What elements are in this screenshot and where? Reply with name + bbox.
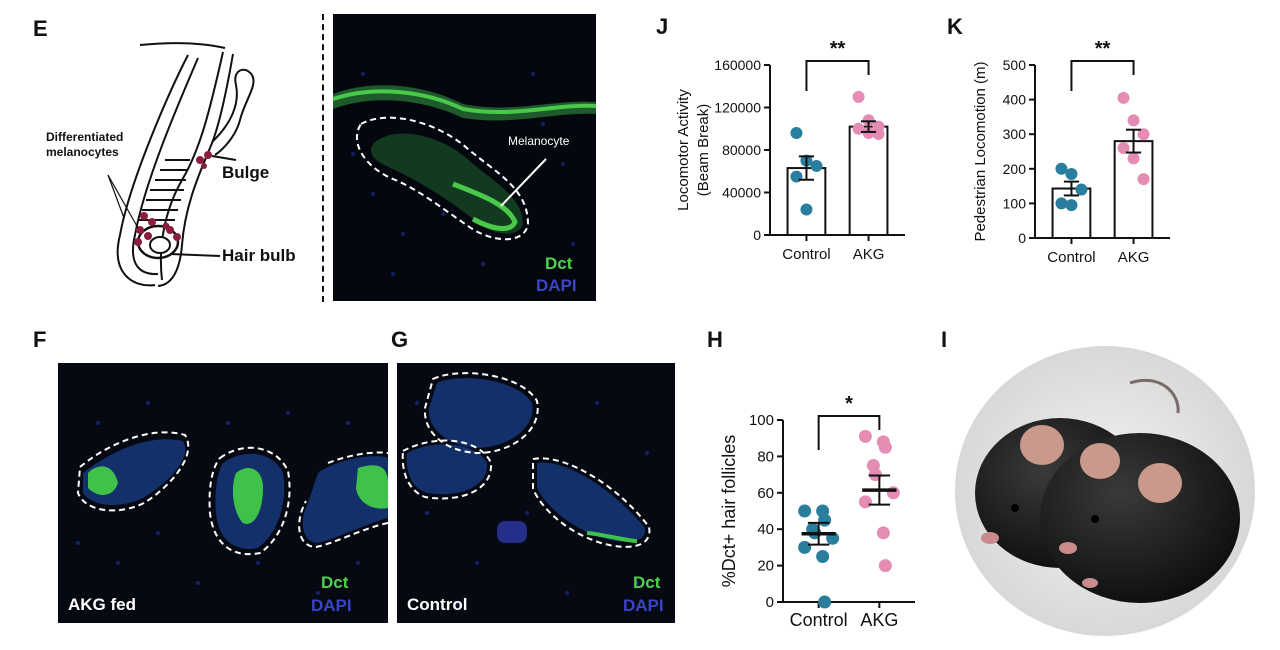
chart-h-significance-label: * [845,393,853,415]
chart-j-ytick-label: 160000 [714,57,761,73]
chart-k-data-point [1127,114,1140,127]
chart-h-data-point [798,504,812,518]
chart-k-data-point [1137,128,1150,141]
chart-h-data-point [816,550,830,563]
panel-letter-i: I [941,327,948,352]
dct-stain-label: Dct [321,573,349,592]
panel-divider [322,14,324,302]
panel-letter-g: G [391,327,409,352]
chart-j-ytick-label: 80000 [722,142,761,158]
dapi-stain-label: DAPI [623,596,664,615]
chart-k-data-point [1055,162,1068,175]
chart-j-svg: 0 40000 80000 120000 160000 Control AKG Locomot… [675,38,905,263]
condition-label: Control [407,595,468,614]
chart-k-ytick-label: 0 [1018,230,1026,246]
dct-stain-label: Dct [633,573,661,592]
chart-k-significance-label: ** [1095,38,1111,60]
chart-k-data-point [1127,152,1140,165]
chart-k-category-label: Control [1047,249,1095,266]
chart-h-data-point [886,486,900,500]
differentiated-label-line2: melanocytes [46,145,119,159]
chart-j-bar [848,125,889,236]
chart-j-ylabel-line2: (Beam Break) [695,104,712,197]
mice-photo [950,343,1260,645]
chart-h-ytick-label: 80 [757,448,774,465]
chart-h-data-point [876,526,890,540]
chart-j-ytick-label: 0 [753,227,761,243]
chart-j-category-label: AKG [853,246,885,263]
chart-k-ytick-label: 200 [1003,161,1027,177]
chart-j-data-point [862,114,875,127]
chart-k: 0 100 200 300 400 500 Control AKG Pedestrian Loc… [960,20,1220,270]
chart-k-significance-bracket [1070,60,1135,91]
chart-k-ytick-label: 500 [1003,57,1027,73]
hair-bulb-label: Hair bulb [222,246,296,265]
hair-follicle-diagram: Differentiated melanocytes Bulge Hair bu… [40,30,320,300]
chart-h-data-point [878,440,892,454]
condition-label: AKG fed [68,595,136,614]
chart-j-category-label: Control [782,246,830,263]
chart-j-data-point [790,127,803,139]
chart-h-data-point [818,513,832,527]
chart-j-data-point [862,127,875,139]
dapi-stain-label: DAPI [536,276,577,295]
chart-k-data-point [1075,183,1088,196]
melanocyte-micrograph: Melanocyte Dct DAPI [333,14,596,301]
chart-k-ytick-label: 100 [1003,195,1027,211]
panel-letter-k: K [947,14,963,39]
chart-k-data-point [1117,142,1130,155]
chart-h-ylabel: %Dct+ hair follicles [719,435,739,588]
control-micrograph: Control Dct DAPI [397,363,675,623]
chart-k-data-point [1117,91,1130,104]
panel-letter-e: E [33,16,48,41]
chart-j: 0 40000 80000 120000 160000 Control AKG Locomot… [670,20,930,270]
panel-letter-h: H [707,327,723,352]
chart-h-ytick-label: 40 [757,521,774,538]
chart-k-ylabel: Pedestrian Locomotion (m) [972,61,989,241]
chart-j-significance-label: ** [830,38,846,60]
chart-k-data-point [1065,199,1078,212]
chart-j-ytick-label: 40000 [722,185,761,201]
panel-letter-j: J [656,14,669,39]
dct-stain-label: Dct [545,254,573,273]
chart-h-significance-bracket [817,415,881,450]
chart-k-data-point [1065,167,1078,180]
chart-h-category-label: Control [790,610,848,630]
chart-h-ytick-label: 0 [766,594,774,611]
chart-h: 0 20 40 60 80 100 Control AKG %Dct+ hair follicl… [705,330,935,640]
chart-h-data-point [878,559,892,573]
chart-h-ytick-label: 20 [757,558,774,575]
chart-h-category-label: AKG [860,610,898,630]
chart-j-ylabel-line1: Locomotor Activity [675,89,692,211]
chart-h-svg: 0 20 40 60 80 100 Control AKG %Dct+ hair follicl… [719,393,915,630]
chart-h-ytick-label: 60 [757,485,774,502]
akg-fed-micrograph: AKG fed Dct DAPI [58,363,388,623]
chart-k-data-point [1137,173,1150,186]
chart-k-ytick-label: 400 [1003,92,1027,108]
chart-k-data-point [1055,197,1068,210]
chart-h-data-point [858,495,872,509]
dapi-stain-label: DAPI [311,596,352,615]
differentiated-label-line1: Differentiated [46,130,124,144]
chart-j-ytick-label: 120000 [714,100,761,116]
chart-j-data-point [810,159,823,172]
bulge-label: Bulge [222,163,270,182]
chart-k-category-label: AKG [1118,249,1150,266]
chart-j-data-point [790,170,803,183]
chart-k-bar [1051,187,1092,240]
panel-letter-f: F [33,327,47,352]
chart-j-data-point [852,90,865,103]
chart-j-data-point [872,128,885,141]
hair-follicle-drawing [107,42,255,287]
chart-j-significance-bracket [805,60,870,91]
melanocyte-label: Melanocyte [508,134,570,148]
chart-h-data-point [818,595,832,609]
chart-h-data-point [798,540,812,554]
chart-j-data-point [800,203,813,216]
chart-h-ytick-label: 100 [749,412,774,429]
chart-h-data-point [858,429,872,443]
chart-k-ytick-label: 300 [1003,126,1027,142]
chart-k-svg: 0 100 200 300 400 500 Control AKG Pedestrian Loc… [972,38,1170,266]
differentiated-melanocytes-label: Differentiated melanocytes [46,130,123,160]
